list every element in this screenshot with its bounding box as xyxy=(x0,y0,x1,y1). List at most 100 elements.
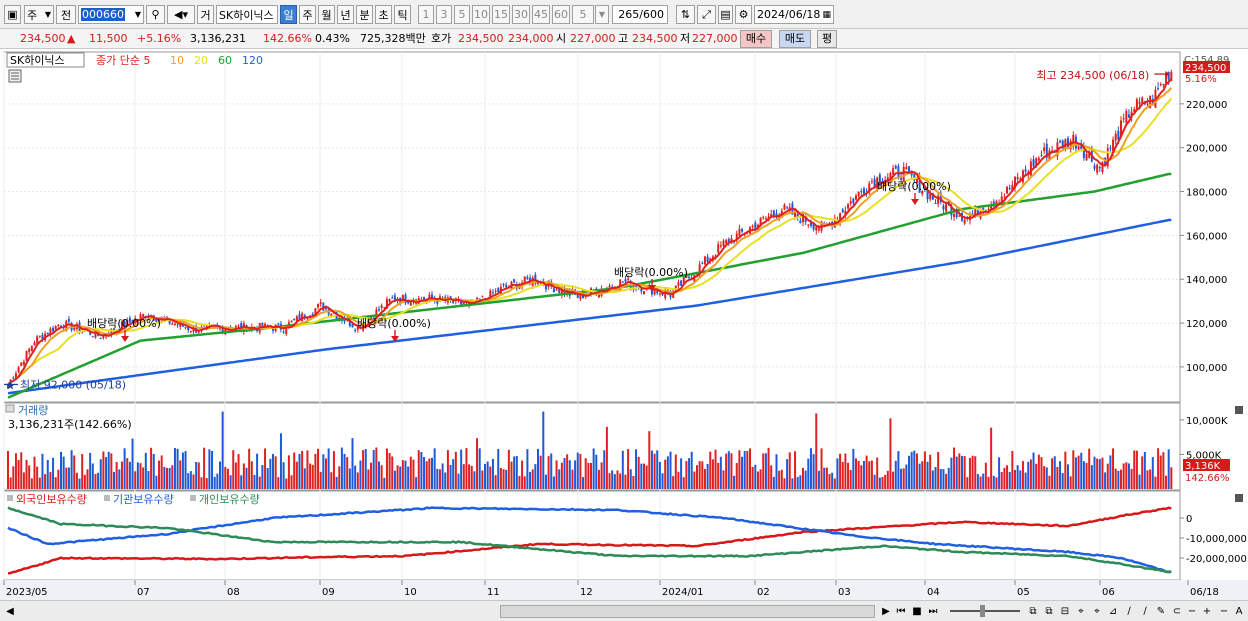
volume-bar xyxy=(860,465,863,489)
current-price-box xyxy=(1183,61,1230,73)
volume-bar xyxy=(1037,454,1040,489)
draw-tool-icon[interactable]: ⤢ xyxy=(697,5,716,24)
candle xyxy=(878,172,881,188)
candle-body xyxy=(1061,140,1064,149)
volume-bar xyxy=(399,466,402,489)
interval-button-2[interactable]: 5 xyxy=(454,5,470,24)
candle-body xyxy=(383,307,386,309)
volume-bar xyxy=(685,461,688,489)
volume-bar xyxy=(767,447,770,489)
zoom-slider-handle[interactable] xyxy=(980,605,985,617)
zoom-in-icon[interactable]: + xyxy=(1202,606,1212,617)
volume-bar xyxy=(915,453,918,489)
crosshair-icon[interactable]: ⌖ xyxy=(1078,606,1084,617)
volume-bar xyxy=(669,451,672,489)
holding-legend-marker xyxy=(7,495,13,501)
magnet-icon[interactable]: ⊂ xyxy=(1172,606,1182,617)
candle-body xyxy=(635,284,638,288)
search-icon[interactable]: ⚲ xyxy=(146,5,165,24)
period-button-1[interactable]: 주 xyxy=(299,5,316,24)
chart-layout-icon[interactable]: ▣ xyxy=(4,5,21,24)
candle-body xyxy=(706,256,709,262)
volume-bar xyxy=(693,471,696,489)
stock-code-input[interactable]: 000660 ▼ xyxy=(78,5,144,24)
scroll-thumb[interactable] xyxy=(500,605,875,618)
volume-bar xyxy=(788,452,791,489)
trend-line-icon[interactable]: ∕ xyxy=(1127,606,1131,617)
stop-icon[interactable]: ■ xyxy=(912,606,922,617)
period-type-select[interactable]: 주 ▼ xyxy=(24,5,54,24)
save-icon[interactable]: ▤ xyxy=(718,5,733,24)
measure-icon[interactable]: ⊿ xyxy=(1108,606,1118,617)
dropdown-arrow-icon[interactable]: ▼ xyxy=(595,5,609,24)
font-size-icon[interactable]: A xyxy=(1235,606,1243,617)
reset-icon[interactable]: − xyxy=(1219,606,1229,617)
volume-bar xyxy=(786,459,789,489)
candle-body xyxy=(181,324,184,327)
volume-bar xyxy=(515,455,518,489)
chart-scrollbar[interactable]: ◀ ▶ ⏮ ■ ⏭ ⧉ ⧉ ⊟ ⌖ ⌖ ⊿ ∕ ∕ ✎ ⊂ − + − A xyxy=(0,600,1248,621)
volume-bar xyxy=(950,457,953,489)
interval-button-5[interactable]: 30 xyxy=(512,5,530,24)
trade-button[interactable]: 거 xyxy=(197,5,214,24)
price-tick-label: 180,000 xyxy=(1186,188,1227,199)
speaker-icon[interactable]: ◀▾ xyxy=(167,5,195,24)
volume-bar xyxy=(892,471,895,489)
scroll-left-icon[interactable]: ◀ xyxy=(6,606,14,617)
candle xyxy=(30,345,33,352)
candle xyxy=(1114,130,1117,145)
x-axis-label: 04 xyxy=(927,587,940,598)
layout-icon-2[interactable]: ⧉ xyxy=(1045,606,1053,617)
interval-button-4[interactable]: 15 xyxy=(492,5,510,24)
sell-button[interactable]: 매도 xyxy=(779,30,811,48)
period-button-6[interactable]: 틱 xyxy=(394,5,411,24)
first-page-icon[interactable]: ⏮ xyxy=(896,606,906,617)
volume-bar xyxy=(65,467,68,489)
high-price-arrowhead xyxy=(1165,71,1170,78)
volume-bar xyxy=(391,456,394,489)
prev-button[interactable]: 전 xyxy=(56,5,76,24)
interval-button-6[interactable]: 45 xyxy=(532,5,550,24)
add-indicator-icon[interactable]: ⇅ xyxy=(676,5,695,24)
interval-button-1[interactable]: 3 xyxy=(436,5,452,24)
volume-bar xyxy=(285,478,288,489)
period-button-2[interactable]: 월 xyxy=(318,5,335,24)
period-button-4[interactable]: 분 xyxy=(356,5,373,24)
holding-line-0 xyxy=(7,506,1172,575)
volume-bar xyxy=(672,476,675,489)
range-field[interactable]: 265/600 xyxy=(612,5,668,24)
buy-button[interactable]: 매수 xyxy=(740,30,772,48)
volume-bar xyxy=(123,448,126,489)
range-total: /600 xyxy=(639,8,664,21)
interval-count-select[interactable]: 5 xyxy=(572,5,594,24)
stock-chart[interactable]: 220,000 200,000 180,000 160,000 140,000 120,0… xyxy=(0,50,1248,600)
interval-button-7[interactable]: 60 xyxy=(552,5,570,24)
layout-icon[interactable]: ⧉ xyxy=(1029,606,1037,617)
candle xyxy=(49,326,52,338)
date-field[interactable]: 2024/06/18 ▦ xyxy=(754,5,834,24)
volume-bar xyxy=(438,469,441,489)
fibonacci-icon[interactable]: ∕ xyxy=(1143,606,1147,617)
gear-icon[interactable]: ⚙ xyxy=(735,5,752,24)
high-price: 234,500 xyxy=(632,32,678,45)
interval-button-3[interactable]: 10 xyxy=(472,5,490,24)
volume-bar xyxy=(354,465,357,489)
split-view-icon[interactable]: ⊟ xyxy=(1060,606,1070,617)
last-page-icon[interactable]: ⏭ xyxy=(928,606,938,617)
volume-bar xyxy=(1032,452,1035,489)
evaluate-button[interactable]: 평 xyxy=(817,30,837,48)
candle xyxy=(1133,106,1136,112)
zoom-slider[interactable] xyxy=(950,610,1020,612)
stock-name-field[interactable]: SK하이닉스 xyxy=(216,5,278,24)
crosshair-icon-2[interactable]: ⌖ xyxy=(1094,606,1100,617)
volume-bar xyxy=(592,448,595,489)
period-button-5[interactable]: 초 xyxy=(375,5,392,24)
volume-bar xyxy=(460,449,463,489)
zoom-out-icon[interactable]: − xyxy=(1187,606,1197,617)
candle-body xyxy=(391,297,394,299)
scroll-right-icon[interactable]: ▶ xyxy=(882,606,890,617)
period-button-0[interactable]: 일 xyxy=(280,5,297,24)
period-button-3[interactable]: 년 xyxy=(337,5,354,24)
interval-button-0[interactable]: 1 xyxy=(418,5,434,24)
brush-icon[interactable]: ✎ xyxy=(1156,606,1166,617)
